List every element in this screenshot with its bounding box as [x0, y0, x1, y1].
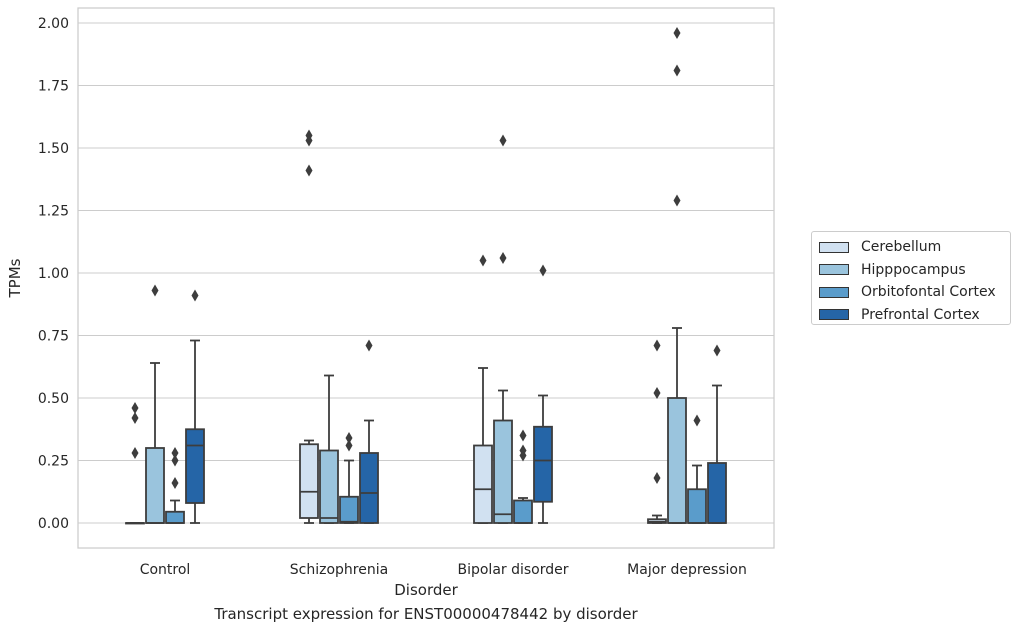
legend-item: Cerebellum [818, 236, 1004, 259]
legend-item: Hipppocampus [818, 259, 1004, 282]
outlier-point [673, 194, 681, 207]
box-prefrontal-cortex [707, 344, 727, 524]
outlier-point [305, 164, 313, 177]
outlier-point [673, 27, 681, 39]
outlier-point [519, 444, 527, 457]
box-body [687, 488, 707, 524]
box-hipppocampus [493, 134, 513, 524]
x-axis-ticks: Control Schizophrenia Bipolar disorder Majo… [140, 562, 747, 578]
box-cerebellum [125, 402, 145, 525]
x-tick-label: Bipolar disorder [457, 562, 568, 578]
box-body [513, 499, 533, 524]
outlier-point [345, 432, 353, 444]
outlier-point [171, 454, 179, 467]
x-tick-label: Schizophrenia [290, 562, 388, 578]
outlier-point [131, 447, 139, 459]
x-axis-label: Disorder [394, 581, 458, 599]
box-body [493, 419, 513, 524]
y-tick-label: 1.25 [38, 204, 69, 220]
box-body [359, 452, 379, 524]
outlier-point [499, 134, 507, 147]
legend-label: Cerebellum [861, 239, 942, 256]
outlier-point [539, 264, 547, 277]
outlier-point [191, 289, 199, 302]
box-orbitofontal-cortex [513, 429, 533, 524]
legend-swatch [819, 286, 849, 298]
box-prefrontal-cortex [185, 289, 205, 524]
outlier-point [365, 339, 373, 352]
outlier-point [345, 439, 353, 452]
legend-label: Orbitofontal Cortex [861, 284, 996, 301]
box-hipppocampus [667, 27, 687, 524]
legend-swatch [819, 309, 849, 321]
box-orbitofontal-cortex [339, 432, 359, 524]
box-body [473, 444, 493, 524]
legend-label: Hipppocampus [861, 261, 966, 278]
outlier-point [713, 344, 721, 357]
outlier-point [653, 387, 661, 399]
outlier-point [305, 129, 313, 142]
box-cerebellum [647, 339, 667, 524]
outlier-point [131, 402, 139, 414]
outlier-point [499, 252, 507, 264]
box-plot-area [125, 27, 727, 525]
outlier-point [693, 414, 701, 427]
legend-item: Prefrontal Cortex [818, 304, 1004, 327]
y-tick-label: 2.00 [38, 16, 69, 32]
outlier-point [171, 447, 179, 459]
legend: Cerebellum Hipppocampus Orbitofontal Corte… [811, 231, 1011, 325]
box-cerebellum [299, 129, 319, 524]
outlier-point [673, 64, 681, 77]
box-hipppocampus [145, 284, 165, 524]
legend-label: Prefrontal Cortex [861, 306, 980, 323]
box-body [145, 447, 165, 524]
legend-swatch [819, 241, 849, 253]
y-axis-ticks: 0.00 0.25 0.50 0.75 1.00 1.25 1.50 1.75 2.00 [38, 16, 69, 532]
outlier-point [653, 472, 661, 484]
outlier-point [131, 412, 139, 424]
chart-caption: Transcript expression for ENST0000047844… [214, 605, 638, 623]
x-tick-label: Control [140, 562, 191, 578]
outlier-point [519, 429, 527, 442]
box-body [533, 425, 553, 503]
y-tick-label: 0.25 [38, 454, 69, 470]
box-body [165, 510, 185, 524]
box-orbitofontal-cortex [687, 414, 707, 524]
box-prefrontal-cortex [533, 264, 553, 524]
box-orbitofontal-cortex [165, 447, 185, 524]
legend-item: Orbitofontal Cortex [818, 281, 1004, 304]
box-body [667, 397, 687, 524]
y-tick-label: 1.00 [38, 266, 69, 282]
outlier-point [151, 284, 159, 297]
y-tick-label: 1.50 [38, 141, 69, 157]
outlier-point [479, 254, 487, 267]
box-body [319, 449, 339, 524]
outlier-point [653, 339, 661, 352]
y-tick-label: 0.75 [38, 329, 69, 345]
box-cerebellum [473, 254, 493, 524]
y-tick-label: 0.00 [38, 516, 69, 532]
outlier-point [171, 477, 179, 489]
box-body [299, 443, 319, 519]
y-tick-label: 0.50 [38, 391, 69, 407]
plot-frame [77, 7, 775, 549]
box-prefrontal-cortex [359, 339, 379, 524]
box-body [339, 495, 359, 524]
x-tick-label: Major depression [627, 562, 747, 578]
box-hipppocampus [319, 374, 339, 524]
legend-swatch [819, 264, 849, 276]
y-axis-label: TPMs [6, 258, 24, 298]
box-body [707, 462, 727, 524]
y-tick-label: 1.75 [38, 79, 69, 95]
box-body [185, 428, 205, 504]
